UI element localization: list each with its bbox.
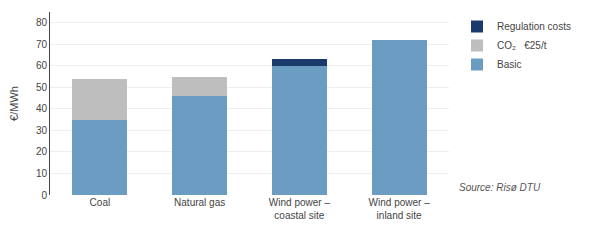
svg-text:CO₂ €25/t: CO₂ €25/t	[497, 40, 547, 51]
svg-text:Regulation costs: Regulation costs	[497, 21, 571, 32]
svg-text:50: 50	[36, 82, 48, 93]
svg-text:80: 80	[36, 17, 48, 28]
svg-text:Natural gas: Natural gas	[174, 197, 225, 208]
svg-text:Wind power –coastal site: Wind power –coastal site	[269, 197, 331, 221]
svg-text:0: 0	[41, 190, 47, 201]
svg-text:30: 30	[36, 125, 48, 136]
svg-text:70: 70	[36, 39, 48, 50]
svg-text:40: 40	[36, 103, 48, 114]
svg-text:Coal: Coal	[90, 197, 111, 208]
svg-text:Basic: Basic	[497, 59, 521, 70]
svg-text:Wind power –inland site: Wind power –inland site	[369, 197, 431, 221]
svg-text:Source: Risø DTU: Source: Risø DTU	[459, 182, 541, 193]
svg-text:60: 60	[36, 60, 48, 71]
svg-text:€/MWh: €/MWh	[8, 86, 20, 121]
svg-text:20: 20	[36, 146, 48, 157]
svg-text:10: 10	[36, 168, 48, 179]
